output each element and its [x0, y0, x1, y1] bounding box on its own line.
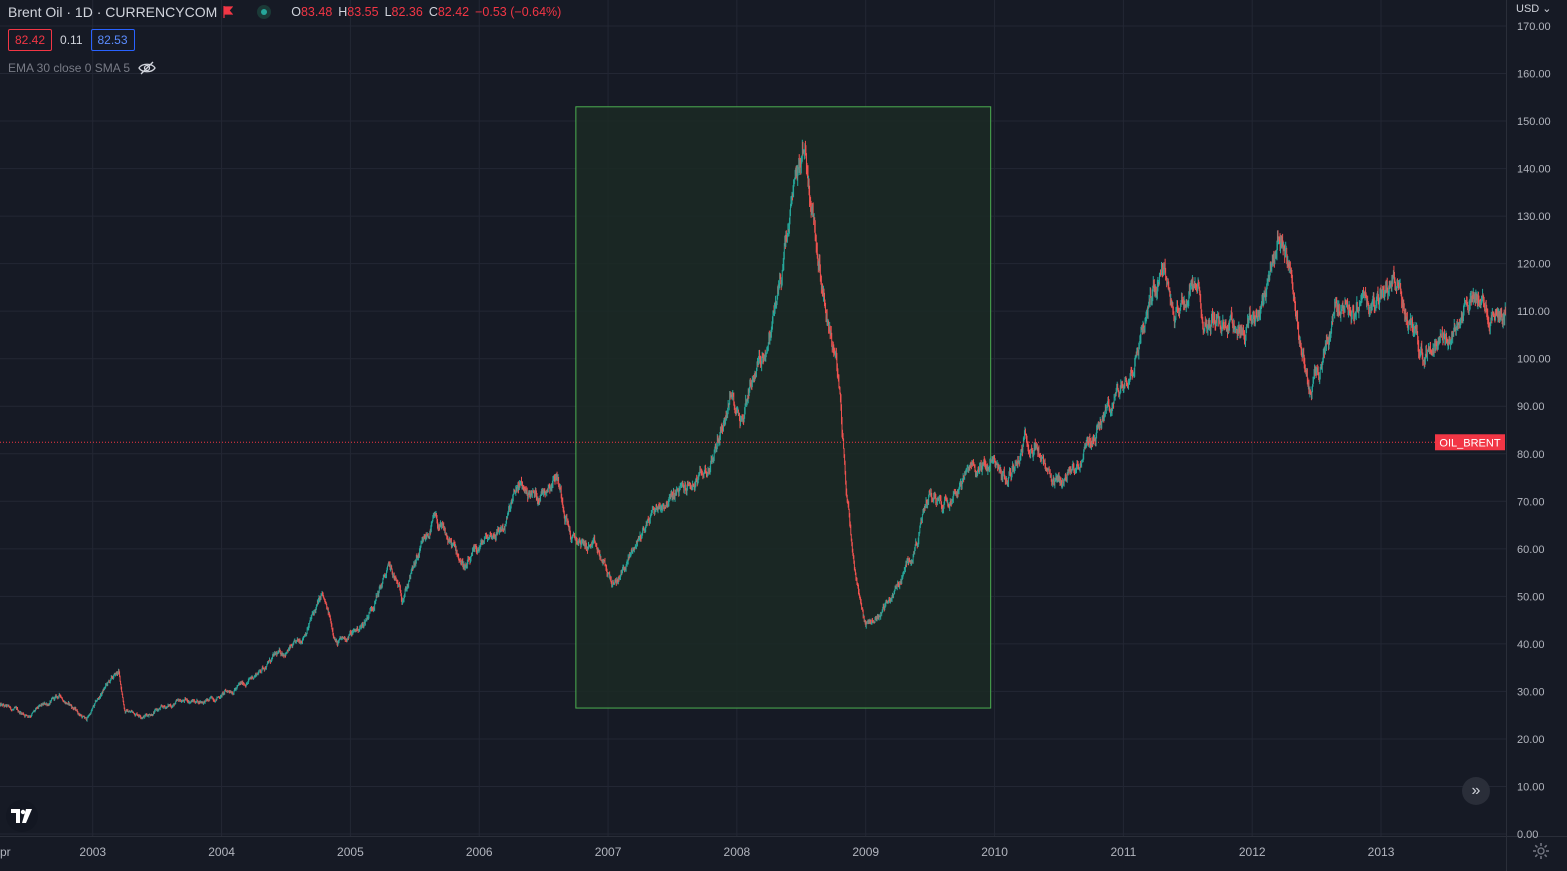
y-tick-label: 170.00: [1517, 21, 1551, 33]
currency-selector[interactable]: USD ⌄: [1516, 2, 1552, 15]
ohlc-value: −0.53 (−0.64%): [475, 5, 562, 19]
y-tick-label: 130.00: [1517, 211, 1551, 223]
currency-label: USD: [1516, 3, 1540, 15]
spread-value: 0.11: [60, 33, 83, 47]
chart-header: Brent Oil · 1D · CURRENCYCOM O83.48 H83.5…: [8, 4, 561, 20]
y-tick-label: 10.00: [1517, 781, 1545, 793]
x-tick-label: 2006: [466, 845, 493, 859]
market-status-icon: [257, 5, 272, 19]
ohlc-item: O83.48: [291, 5, 332, 19]
symbol-price-tag: [1435, 434, 1505, 451]
y-tick-label: 20.00: [1517, 734, 1545, 746]
x-tick-label: 2011: [1110, 845, 1136, 859]
highlight-rectangle[interactable]: [575, 106, 992, 709]
y-tick-label: 80.00: [1517, 449, 1545, 461]
y-tick-label: 30.00: [1517, 686, 1545, 698]
sell-price-button[interactable]: 82.42: [8, 29, 53, 51]
tradingview-logo-icon[interactable]: [6, 800, 38, 832]
indicator-legend[interactable]: EMA 30 close 0 SMA 5: [8, 61, 156, 75]
buy-price-button[interactable]: 82.53: [90, 29, 135, 51]
ohlc-value: 83.55: [347, 5, 379, 19]
y-tick-label: 110.00: [1517, 306, 1550, 318]
x-tick-label: 2012: [1239, 845, 1266, 859]
y-tick-label: 120.00: [1517, 259, 1551, 271]
ohlc-key: C: [428, 5, 438, 19]
symbol-price-tag-label: OIL_BRENT: [1439, 437, 1500, 449]
x-tick-label: 2004: [208, 845, 235, 859]
ohlc-item: H83.55: [338, 5, 378, 19]
x-tick-label: pr: [0, 845, 11, 859]
candles: [0, 139, 1507, 722]
symbol-title[interactable]: Brent Oil · 1D · CURRENCYCOM: [8, 4, 218, 20]
scroll-to-realtime-button[interactable]: »: [1462, 777, 1490, 805]
flag-icon[interactable]: [223, 6, 234, 18]
ohlc-value: 82.36: [391, 5, 423, 19]
ohlc-key: L: [384, 5, 392, 19]
x-tick-label: 2009: [852, 845, 879, 859]
y-tick-label: 150.00: [1517, 116, 1551, 128]
ohlc-key: O: [291, 5, 301, 19]
ohlc-value: 83.48: [300, 5, 333, 19]
chevron-down-icon: ⌄: [1539, 3, 1552, 15]
x-tick-label: 2008: [724, 845, 751, 859]
x-tick-label: 2007: [595, 845, 622, 859]
ohlc-item: L82.36: [385, 5, 423, 19]
x-tick-label: 2010: [981, 845, 1008, 859]
double-chevron-right-icon: »: [1471, 782, 1481, 799]
ohlc-key: H: [338, 5, 348, 19]
x-tick-label: 2003: [79, 845, 106, 859]
y-tick-label: 160.00: [1517, 69, 1551, 81]
y-tick-label: 90.00: [1517, 401, 1545, 413]
price-axis[interactable]: [1506, 0, 1567, 871]
ohlc-value: 82.42: [437, 5, 470, 19]
y-tick-label: 60.00: [1517, 544, 1545, 556]
x-tick-label: 2005: [337, 845, 364, 859]
eye-hidden-icon[interactable]: [138, 61, 156, 75]
ohlc-item: −0.53 (−0.64%): [475, 5, 561, 19]
y-tick-label: 100.00: [1517, 354, 1551, 366]
ohlc-values: O83.48 H83.55 L82.36 C82.42 −0.53 (−0.64%): [291, 5, 561, 19]
gear-icon[interactable]: [1532, 842, 1550, 860]
y-tick-label: 140.00: [1517, 164, 1551, 176]
quote-row: 82.42 0.11 82.53: [8, 29, 135, 51]
y-tick-label: 0.00: [1517, 829, 1538, 841]
x-tick-label: 2013: [1368, 845, 1395, 859]
y-tick-label: 70.00: [1517, 496, 1545, 508]
y-tick-label: 40.00: [1517, 639, 1545, 651]
indicator-label: EMA 30 close 0 SMA 5: [8, 61, 131, 75]
highlight-box[interactable]: [575, 106, 992, 709]
ohlc-item: C82.42: [429, 5, 469, 19]
y-tick-label: 50.00: [1517, 591, 1545, 603]
